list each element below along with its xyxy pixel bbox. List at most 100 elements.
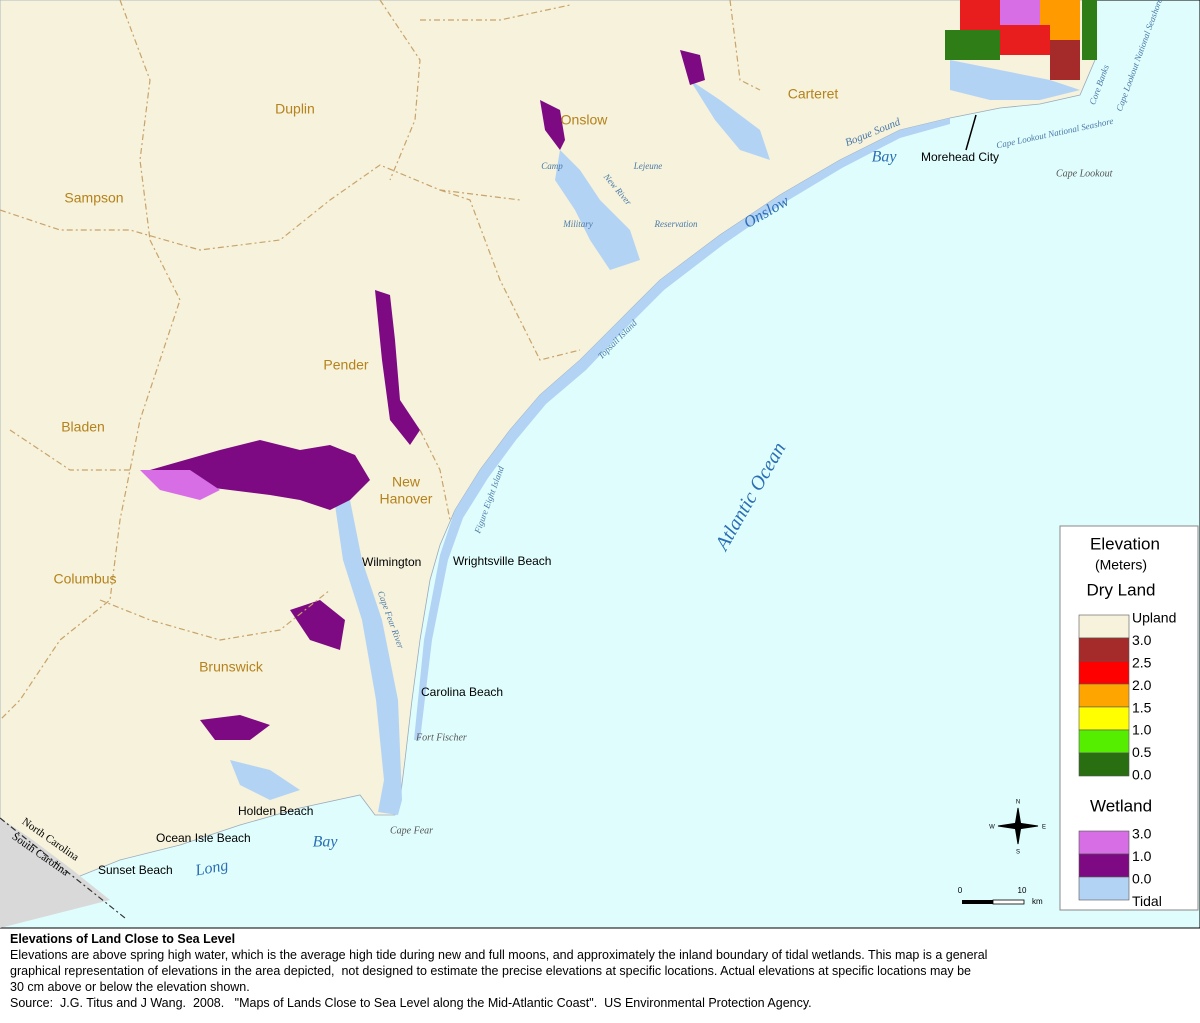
wetland-low: [150, 440, 370, 510]
county-label: Brunswick: [199, 659, 264, 675]
legend-label: 3.0: [1132, 632, 1152, 648]
legend-swatch: [1078, 752, 1130, 777]
caption-line: graphical representation of elevations i…: [10, 964, 971, 978]
carteret-elevations: [945, 0, 1097, 80]
compass-label: E: [1042, 825, 1046, 831]
legend-label: 0.0: [1132, 767, 1152, 783]
scale-label: 10: [1018, 886, 1027, 895]
sound: [414, 118, 950, 740]
legend-swatch: [1078, 614, 1130, 639]
county-label: Sampson: [64, 190, 123, 206]
feature-label: Cape Lookout: [1056, 168, 1113, 179]
small-label: Reservation: [654, 219, 698, 229]
small-label: Lejeune: [633, 161, 663, 171]
wetland-low: [540, 100, 565, 150]
caption: Elevations of Land Close to Sea Level Ele…: [10, 931, 1195, 1011]
compass-needle: [997, 822, 1039, 830]
legend-swatch: [1078, 830, 1130, 855]
newport-river: [690, 80, 770, 160]
scale-bar: [962, 899, 1025, 905]
county-label: Onslow: [561, 112, 609, 128]
small-label: Military: [562, 219, 593, 229]
place-label: Carolina Beach: [421, 685, 503, 699]
legend-swatch: [1078, 853, 1130, 878]
county-line: [439, 189, 581, 361]
wetland-low: [200, 715, 270, 740]
legend-heading: Dry Land: [1087, 580, 1156, 599]
county-label: Pender: [323, 357, 368, 373]
water-label: Long: [193, 857, 229, 880]
county-label: Duplin: [275, 101, 315, 117]
county-label: New: [392, 474, 421, 490]
wetland-low: [680, 50, 705, 85]
compass-label: W: [989, 825, 995, 831]
carteret-sounds: [950, 60, 1080, 100]
feature-label: Cape Fear: [390, 825, 433, 836]
county-line: [729, 0, 761, 91]
caption-source: Source: J.G. Titus and J Wang. 2008. "Ma…: [10, 996, 812, 1010]
county-label: Hanover: [380, 491, 433, 507]
map: Duplin Sampson Onslow Carteret Pender Bl…: [0, 0, 1200, 929]
county-line: [0, 164, 521, 251]
legend-label: 3.0: [1132, 826, 1152, 842]
compass-label: N: [1016, 800, 1020, 806]
tidal-water: [230, 60, 1080, 815]
county-line: [99, 589, 331, 641]
small-label: Camp: [541, 161, 563, 171]
legend-label: 1.5: [1132, 699, 1152, 715]
place-label: Morehead City: [921, 150, 999, 164]
legend-label: Tidal: [1132, 893, 1162, 909]
county-line: [379, 0, 421, 181]
scale-segment: [962, 900, 993, 904]
brunswick-creek: [230, 760, 300, 800]
caption-title: Elevations of Land Close to Sea Level: [10, 932, 236, 946]
place-label: Holden Beach: [238, 804, 313, 818]
legend-swatch: [1078, 729, 1130, 754]
elevation-patch: [960, 0, 1000, 30]
county-label: Bladen: [61, 419, 105, 435]
legend-title: Elevation: [1090, 534, 1160, 553]
county-label: Carteret: [788, 86, 839, 102]
legend-swatch: [1078, 706, 1130, 731]
elevation-patch: [945, 30, 1000, 60]
cape-fear-river: [335, 500, 402, 815]
wetlands: [140, 50, 705, 740]
legend-label: Upland: [1132, 610, 1176, 626]
county-line: [0, 239, 181, 721]
legend-swatch: [1078, 876, 1130, 901]
south-carolina: [0, 818, 110, 928]
legend-label: 2.5: [1132, 655, 1152, 671]
wetland-low: [290, 600, 345, 650]
wetland-low: [375, 290, 420, 445]
caption-line: Elevations are above spring high water, …: [10, 948, 988, 962]
place-label: Ocean Isle Beach: [156, 831, 251, 845]
place-label: Wrightsville Beach: [453, 554, 551, 568]
elevation-patch: [1050, 40, 1080, 80]
legend: Elevation (Meters) Dry Land Wetland Upla…: [1059, 525, 1199, 911]
scale-segment: [992, 899, 1025, 905]
county-line: [419, 429, 451, 521]
compass-label: S: [1016, 850, 1020, 856]
feature-label: Fort Fischer: [415, 732, 467, 743]
place-label: Wilmington: [362, 555, 421, 569]
legend-heading: Wetland: [1090, 796, 1152, 815]
state-line: [0, 817, 126, 919]
county-line: [119, 0, 151, 241]
compass: [997, 807, 1039, 845]
county-line: [9, 429, 130, 471]
elevation-patch: [1000, 0, 1040, 25]
place-label: Sunset Beach: [98, 863, 173, 877]
legend-label: 1.0: [1132, 848, 1152, 864]
elevation-patch: [1000, 25, 1050, 55]
legend-swatch: [1078, 683, 1130, 708]
pointer: [965, 114, 977, 151]
legend-swatch: [1078, 637, 1130, 662]
county-lines: [0, 0, 761, 721]
legend-label: 2.0: [1132, 677, 1152, 693]
legend-label: 0.0: [1132, 871, 1152, 887]
water-label: Bay: [313, 834, 339, 851]
water-label: Bay: [872, 149, 898, 166]
county-line: [420, 4, 571, 21]
legend-label: 1.0: [1132, 722, 1152, 738]
